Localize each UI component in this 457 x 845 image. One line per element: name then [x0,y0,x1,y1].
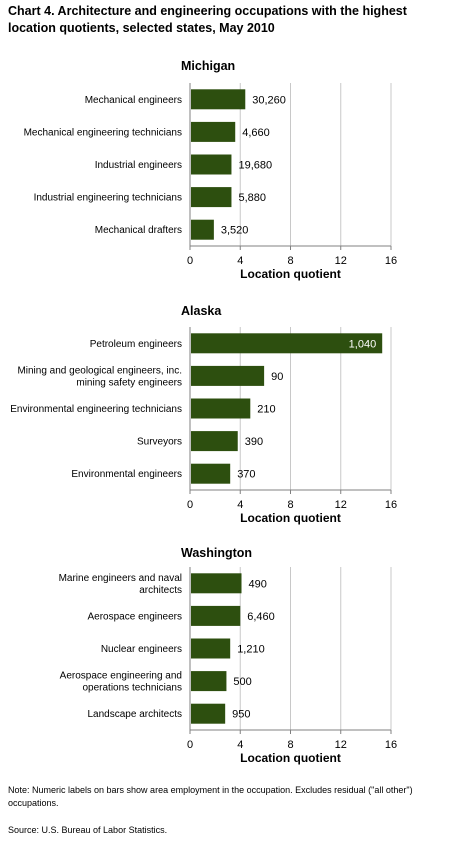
category-label: Environmental engineering technicians [10,404,182,415]
data-label: 30,260 [252,94,286,106]
data-label: 500 [233,676,251,688]
bar [191,154,232,175]
chart-source: Source: U.S. Bureau of Labor Statistics. [8,825,168,835]
data-label: 1,210 [237,644,265,656]
x-tick-label: 16 [385,255,397,267]
category-label: Aerospace engineers [87,611,182,622]
x-tick-label: 4 [237,739,243,751]
category-label: mining safety engineers [76,377,182,388]
x-axis-label: Location quotient [240,751,341,765]
bar [191,573,242,594]
bar [191,671,227,692]
category-label: Mining and geological engineers, inc. [17,365,182,376]
category-label: Mechanical drafters [95,225,182,236]
category-label: operations technicians [82,683,182,694]
data-label: 490 [249,578,267,590]
panel-title: Washington [181,546,252,560]
data-label: 19,680 [238,160,272,172]
bar [191,365,265,386]
bar [191,219,214,240]
chart-title: Chart 4. Architecture and engineering oc… [8,4,407,35]
category-label: Mechanical engineers [85,95,182,106]
data-label: 1,040 [349,338,377,350]
category-label: Petroleum engineers [90,339,182,350]
category-label: Marine engineers and naval [59,573,182,584]
panel-title: Alaska [181,304,222,318]
data-label: 210 [257,404,275,416]
x-tick-label: 4 [237,255,243,267]
bar [191,89,246,110]
x-tick-label: 0 [187,499,193,511]
x-tick-label: 12 [335,499,347,511]
category-label: Environmental engineers [71,469,182,480]
x-tick-label: 12 [335,739,347,751]
category-label: Mechanical engineering technicians [24,127,182,138]
data-label: 4,660 [242,127,270,139]
category-label: Landscape architects [87,709,182,720]
category-label: architects [139,585,182,596]
x-tick-label: 0 [187,255,193,267]
bar [191,703,226,724]
category-label: Industrial engineering technicians [34,193,182,204]
category-label: Aerospace engineering and [60,671,182,682]
x-axis-label: Location quotient [240,267,341,281]
bar [191,638,231,659]
x-tick-label: 16 [385,499,397,511]
data-label: 5,880 [238,192,266,204]
x-tick-label: 8 [287,255,293,267]
bar [191,398,251,419]
x-tick-label: 0 [187,739,193,751]
panel-title: Michigan [181,59,235,73]
bar [191,463,231,484]
data-label: 950 [232,709,250,721]
x-tick-label: 16 [385,739,397,751]
data-label: 370 [237,469,255,481]
bar [191,333,383,354]
x-tick-label: 4 [237,499,243,511]
x-tick-label: 8 [287,499,293,511]
category-label: Surveyors [137,437,182,448]
data-label: 90 [271,371,283,383]
bar [191,121,236,142]
x-tick-label: 8 [287,739,293,751]
data-label: 390 [245,436,263,448]
category-label: Industrial engineers [95,160,182,171]
bar [191,431,238,452]
data-label: 6,460 [247,611,275,623]
bar [191,605,241,626]
x-axis-label: Location quotient [240,511,341,525]
chart-note: Note: Numeric labels on bars show area e… [8,785,413,808]
data-label: 3,520 [221,225,249,237]
bar [191,187,232,208]
category-label: Nuclear engineers [101,644,182,655]
x-tick-label: 12 [335,255,347,267]
